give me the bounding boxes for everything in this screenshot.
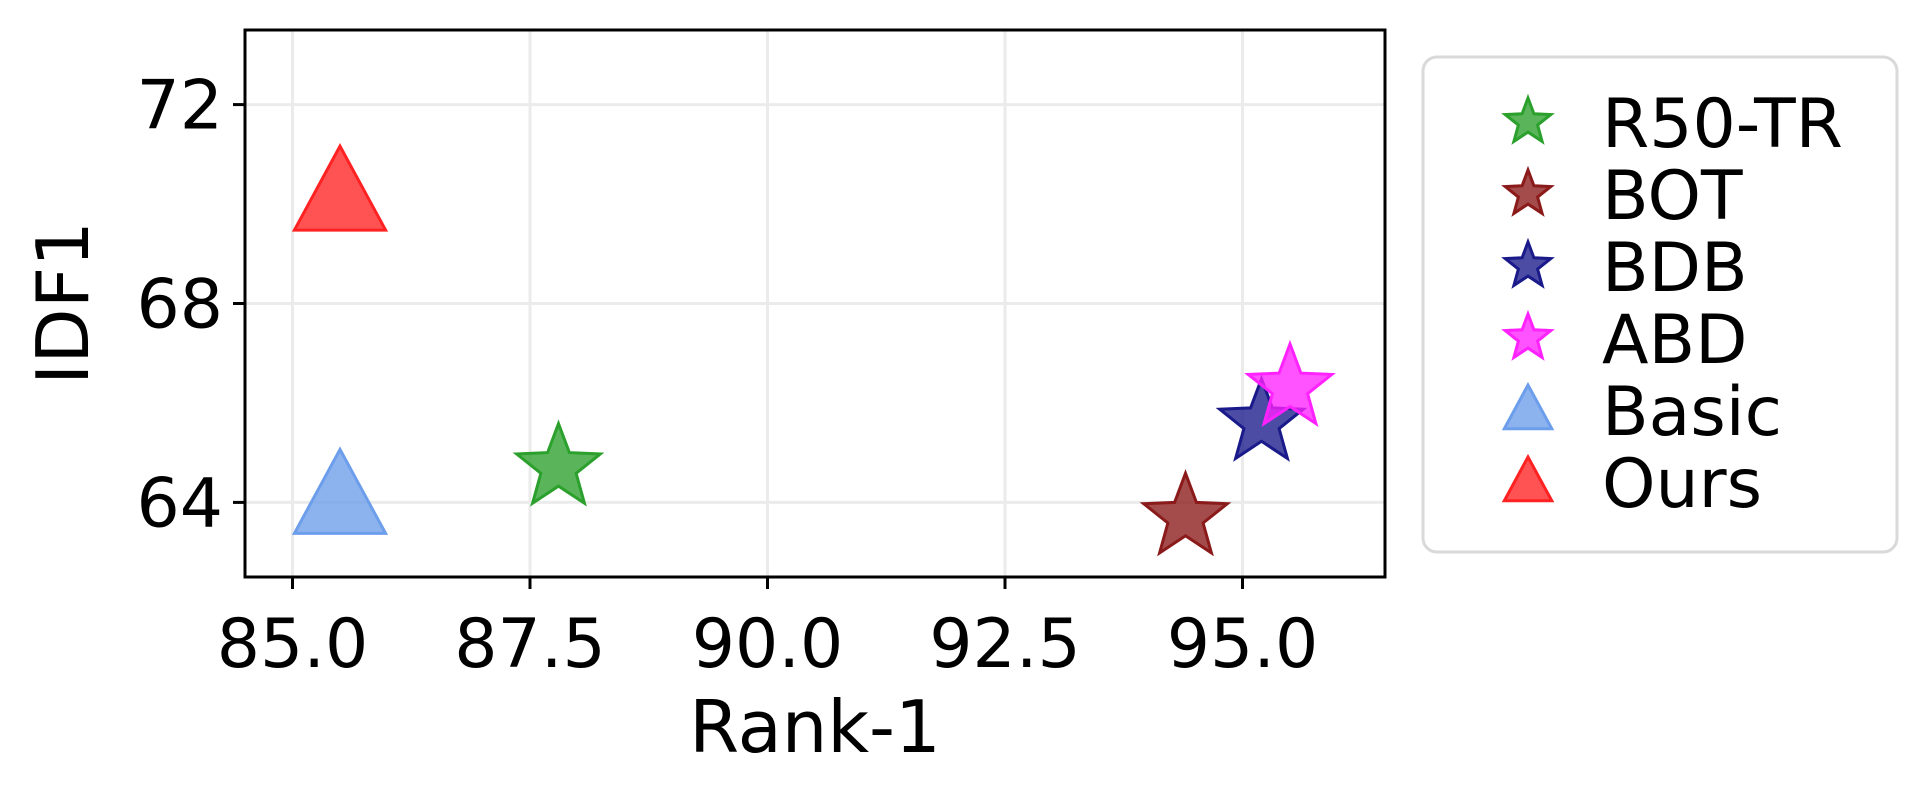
x-axis-label: Rank-1 <box>689 685 941 769</box>
data-point <box>1139 469 1232 557</box>
legend-label: ABD <box>1602 301 1748 380</box>
y-axis-ticks: 64 68 72 <box>136 67 245 543</box>
y-tick-label: 68 <box>136 266 223 345</box>
y-tick-label: 72 <box>136 67 223 146</box>
data-point <box>1244 339 1336 428</box>
data-point <box>291 142 389 232</box>
y-tick-label: 64 <box>136 464 223 543</box>
legend-marker <box>1501 237 1555 289</box>
x-tick-label: 92.5 <box>929 605 1080 684</box>
legend-marker <box>1501 165 1555 217</box>
legend-marker <box>1501 93 1555 145</box>
legend-label: Ours <box>1602 445 1762 524</box>
grid-lines <box>245 30 1385 577</box>
legend-marker <box>1501 453 1555 503</box>
y-axis-label: IDF1 <box>21 221 105 385</box>
x-tick-label: 95.0 <box>1167 605 1318 684</box>
data-point <box>512 419 605 507</box>
legend-marker <box>1501 381 1555 431</box>
x-tick-label: 90.0 <box>692 605 843 684</box>
legend-label: Basic <box>1602 373 1782 452</box>
x-tick-label: 85.0 <box>217 605 368 684</box>
data-markers <box>291 142 1336 557</box>
data-point <box>291 446 389 535</box>
legend-label: BOT <box>1602 157 1743 236</box>
x-tick-label: 87.5 <box>454 605 605 684</box>
legend-marker <box>1501 309 1555 361</box>
x-axis-ticks: 85.0 87.5 90.0 92.5 95.0 <box>217 577 1318 684</box>
legend-label: R50-TR <box>1602 85 1843 164</box>
legend-label: BDB <box>1602 229 1748 308</box>
